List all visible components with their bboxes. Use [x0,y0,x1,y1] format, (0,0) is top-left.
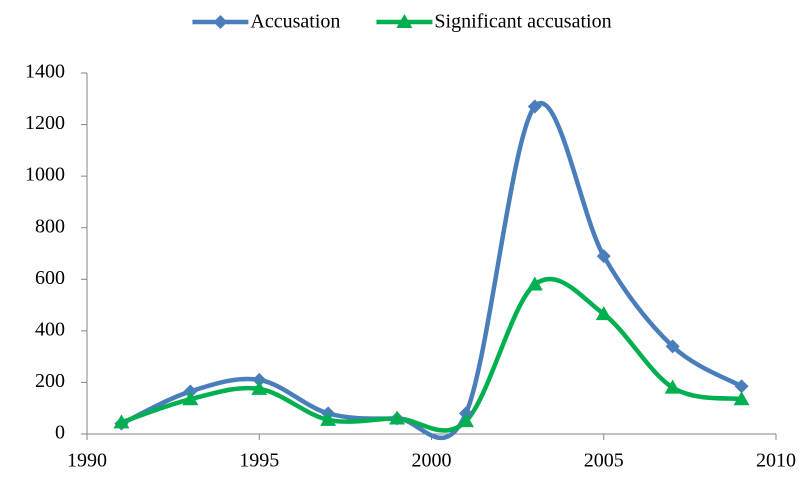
series-line [120,276,742,433]
y-tick-label: 0 [55,422,65,444]
y-tick-label: 1200 [25,112,65,134]
marker [213,15,228,29]
legend-label: Significant accusation [434,11,611,33]
marker [527,99,542,114]
marker [251,380,268,395]
marker [457,413,474,428]
y-tick-label: 1000 [25,164,65,186]
y-tick-label: 400 [35,318,65,340]
marker [596,249,611,264]
x-tick-label: 2010 [756,450,796,472]
x-tick-label: 1995 [239,450,279,472]
x-tick-label: 1990 [67,450,107,472]
x-tick-label: 2005 [584,450,624,472]
legend-item: Accusation [192,11,340,33]
marker [389,410,406,425]
y-tick-label: 600 [35,267,65,289]
marker [664,379,681,394]
y-tick-label: 200 [35,370,65,392]
marker [320,411,337,426]
y-tick-label: 800 [35,215,65,237]
marker [595,306,612,321]
marker [182,391,199,406]
marker [396,14,413,28]
legend-item: Significant accusation [376,11,612,33]
marker [665,339,680,354]
marker [113,414,130,429]
marker [734,379,749,394]
legend: Accusation Significant accusation [192,11,612,33]
marker [733,391,750,406]
marker [252,372,267,387]
series-line [120,101,743,441]
marker [526,276,543,291]
x-tick-label: 2000 [412,450,452,472]
y-tick-label: 1400 [25,61,65,83]
legend-label: Accusation [250,11,340,33]
